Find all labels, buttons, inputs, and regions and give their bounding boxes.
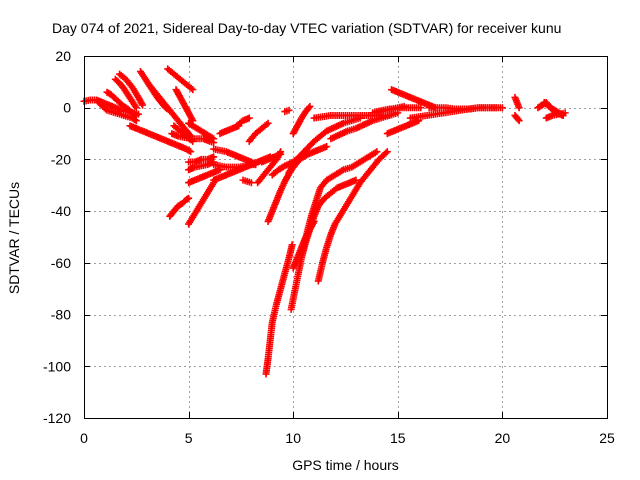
data-point [382,149,390,157]
x-tick-label: 25 [599,430,615,446]
y-tick-label: -80 [51,307,71,323]
data-point [323,143,331,150]
data-point [139,101,147,109]
data-point [210,153,218,161]
data-point [306,102,314,110]
x-tick-label: 15 [390,430,406,446]
data-point [187,148,195,156]
data-point [515,117,523,125]
plot-frame [84,56,608,419]
y-tick-label: 20 [55,48,71,64]
data-point [185,194,193,202]
data-point [210,135,218,143]
data-point [277,150,285,158]
data-point [189,86,197,94]
data-point [514,115,522,123]
data-point [383,148,391,156]
y-tick-label: -120 [43,410,71,426]
data-point [561,109,569,117]
data-point [515,104,523,112]
x-tick-labels: 0 5 10 15 20 25 [80,430,615,446]
x-tick-label: 10 [285,430,301,446]
data-point [492,104,500,112]
x-tick-label: 5 [185,430,193,446]
tick-marks [84,56,608,419]
data-point [285,106,293,114]
data-point [185,147,193,155]
data-point [400,102,408,110]
data-point [498,104,506,112]
data-point [247,179,255,187]
y-tick-label: -100 [43,358,71,374]
data-point [373,148,381,156]
y-tick-labels: -120 -100 -80 -60 -40 -20 0 20 [43,48,71,426]
y-axis-label: SDTVAR / TECUs [6,182,22,294]
data-point [131,111,139,119]
y-tick-label: -20 [51,151,71,167]
data-point [245,114,253,122]
y-tick-label: -40 [51,203,71,219]
data-point [264,119,272,127]
chart-title: Day 074 of 2021, Sidereal Day-to-day VTE… [52,20,561,36]
grid [84,56,607,418]
y-tick-label: -60 [51,255,71,271]
data-point [132,104,140,112]
x-tick-label: 20 [495,430,511,446]
x-axis-label: GPS time / hours [292,457,399,473]
data-points [80,65,569,378]
data-point [305,104,313,112]
x-tick-label: 0 [80,430,88,446]
data-point [132,111,140,119]
y-tick-label: 0 [63,100,71,116]
data-point [288,241,296,249]
data-point [352,176,360,184]
